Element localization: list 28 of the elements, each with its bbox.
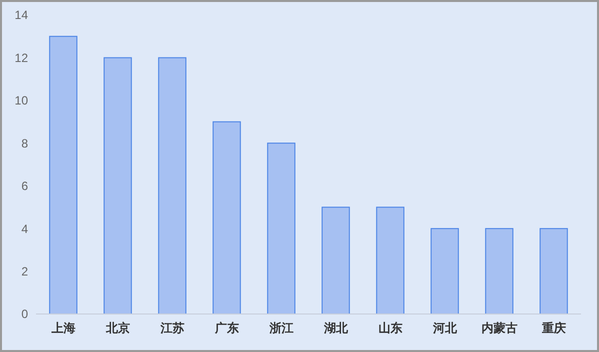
bar	[104, 57, 132, 314]
bar	[49, 36, 78, 314]
y-tick-label: 10	[14, 94, 28, 108]
y-tick-label: 8	[21, 136, 28, 150]
bar	[430, 228, 459, 314]
x-tick-label: 湖北	[322, 321, 349, 335]
bar	[376, 206, 404, 314]
x-tick-label: 广东	[214, 321, 239, 335]
x-tick-label: 北京	[104, 321, 130, 335]
x-tick-label: 浙江	[268, 321, 294, 335]
y-tick-label: 0	[21, 307, 28, 322]
x-tick-label: 河北	[432, 321, 458, 335]
x-tick-label: 江苏	[159, 321, 184, 335]
x-tick-label: 山东	[378, 321, 402, 335]
y-tick-label: 12	[14, 50, 28, 65]
x-tick-label: 上海	[50, 321, 76, 335]
bar	[212, 121, 241, 314]
x-tick-label: 重庆	[540, 321, 566, 335]
x-tick-label: 内蒙古	[481, 321, 518, 335]
bar	[540, 228, 568, 314]
bar	[158, 57, 186, 314]
bar	[267, 142, 296, 314]
bar	[322, 206, 350, 314]
y-tick-label: 6	[21, 179, 28, 194]
y-tick-label: 14	[14, 8, 28, 22]
y-tick-label: 2	[21, 264, 28, 278]
y-tick-label: 4	[21, 222, 28, 236]
bar	[485, 228, 514, 314]
